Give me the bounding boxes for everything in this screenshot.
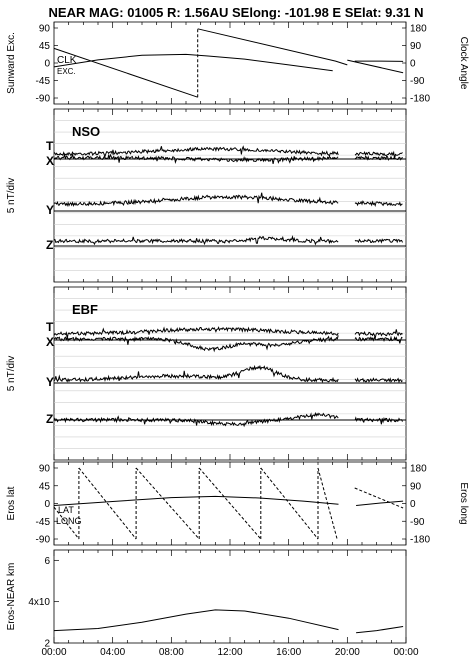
eros-long-ylabel: Eros long bbox=[458, 482, 469, 524]
ebf-panel-label: EBF bbox=[72, 302, 98, 317]
distance-line bbox=[356, 626, 404, 634]
nso-panel-frame bbox=[53, 108, 407, 283]
legend-clk: CLK bbox=[57, 55, 77, 66]
nso-panel-label: NSO bbox=[72, 124, 100, 139]
figure-title: NEAR MAG: 01005 R: 1.56AU SElong: -101.9… bbox=[49, 5, 424, 20]
sunward-ytick-right-label: 90 bbox=[410, 41, 422, 52]
ebf-trace-t bbox=[354, 329, 403, 339]
ebf-panel-frame bbox=[53, 286, 407, 461]
sunward-ytick-right-label: 0 bbox=[410, 59, 416, 70]
sunward-ylabel: Sunward Exc. bbox=[6, 32, 17, 94]
distance-ytick-label: 6 bbox=[44, 556, 50, 567]
ebf-trace-label-y: Y bbox=[46, 375, 54, 389]
nso-trace-label-t: T bbox=[46, 139, 54, 153]
distance-ylabel: Eros-NEAR km bbox=[6, 563, 17, 631]
nso-trace-y bbox=[354, 200, 403, 208]
ebf-trace-y bbox=[53, 364, 339, 384]
sunward-ytick-label: 0 bbox=[44, 59, 50, 70]
clock-angle-line bbox=[197, 28, 348, 66]
nso-ylabel: 5 nT/div bbox=[6, 178, 17, 214]
eros-longitude-ramp bbox=[78, 467, 137, 540]
eros-latitude-line bbox=[53, 495, 339, 506]
eros-ytick-right-label: -90 bbox=[410, 517, 425, 528]
nso-trace-x bbox=[53, 152, 339, 165]
nso-trace-z bbox=[53, 234, 339, 246]
eros-ytick-label: 90 bbox=[39, 464, 51, 475]
eros-ytick-right-label: 180 bbox=[410, 464, 427, 475]
distance-ytick-label: 4x10 bbox=[28, 597, 50, 608]
eros-ytick-right-label: 90 bbox=[410, 481, 422, 492]
eros-ytick-label: 45 bbox=[39, 481, 51, 492]
legend-lat: LAT bbox=[58, 505, 74, 515]
ebf-trace-t bbox=[53, 326, 339, 339]
sunward-ytick-label: 45 bbox=[39, 41, 51, 52]
nso-trace-label-y: Y bbox=[46, 203, 54, 217]
sunward-ytick-right-label: -180 bbox=[410, 94, 430, 105]
time-tick-label: 12:00 bbox=[217, 647, 242, 656]
ebf-ylabel: 5 nT/div bbox=[6, 356, 17, 392]
legend-exc: EXC. bbox=[57, 67, 76, 76]
nso-trace-z bbox=[354, 238, 403, 244]
eros-ytick-label: 0 bbox=[44, 499, 50, 510]
eros-latitude-line bbox=[356, 500, 404, 506]
nso-trace-label-x: X bbox=[46, 154, 54, 168]
distance-ytick-label: 2 bbox=[44, 639, 50, 650]
time-tick-label: 16:00 bbox=[276, 647, 301, 656]
eros-ytick-label: -90 bbox=[36, 535, 51, 546]
clock-angle-line bbox=[347, 59, 404, 74]
clock-angle-line bbox=[53, 47, 198, 98]
ebf-trace-y bbox=[354, 377, 403, 384]
clock-angle-ylabel: Clock Angle bbox=[458, 37, 469, 90]
distance-panel-frame bbox=[53, 549, 407, 644]
sunward-panel-frame bbox=[53, 21, 407, 105]
time-tick-label: 04:00 bbox=[100, 647, 125, 656]
eros-ytick-label: -45 bbox=[36, 517, 51, 528]
time-tick-label: 08:00 bbox=[159, 647, 184, 656]
sunward-ytick-right-label: 180 bbox=[410, 24, 427, 35]
eros-longitude-ramp bbox=[135, 467, 200, 540]
sunward-ytick-label: -90 bbox=[36, 94, 51, 105]
nso-trace-x bbox=[354, 155, 403, 161]
sunward-excursion-line bbox=[53, 53, 333, 72]
ebf-trace-x bbox=[354, 335, 403, 344]
eros-longitude-ramp bbox=[354, 487, 404, 509]
ebf-trace-z bbox=[354, 416, 403, 425]
legend-long: LONG bbox=[56, 516, 82, 526]
ebf-trace-label-x: X bbox=[46, 335, 54, 349]
ebf-trace-x bbox=[53, 335, 339, 353]
nso-trace-y bbox=[53, 192, 339, 208]
eros-ytick-right-label: 0 bbox=[410, 499, 416, 510]
nso-trace-t bbox=[53, 145, 339, 158]
sunward-ytick-label: 90 bbox=[39, 24, 51, 35]
sunward-ytick-right-label: -90 bbox=[410, 76, 425, 87]
time-tick-label: 00:00 bbox=[41, 647, 66, 656]
eros-longitude-ramp bbox=[53, 506, 80, 540]
ebf-trace-label-t: T bbox=[46, 320, 54, 334]
eros-lat-ylabel: Eros lat bbox=[6, 486, 17, 520]
distance-line bbox=[53, 609, 339, 632]
sunward-ytick-label: -45 bbox=[36, 76, 51, 87]
nso-trace-label-z: Z bbox=[46, 238, 53, 252]
eros-longitude-ramp bbox=[198, 467, 262, 540]
time-tick-label: 00:00 bbox=[393, 647, 418, 656]
ebf-trace-z bbox=[53, 411, 339, 428]
time-tick-label: 20:00 bbox=[335, 647, 360, 656]
ebf-trace-label-z: Z bbox=[46, 412, 53, 426]
eros-longitude-ramp bbox=[260, 467, 319, 540]
eros-ytick-right-label: -180 bbox=[410, 535, 430, 546]
